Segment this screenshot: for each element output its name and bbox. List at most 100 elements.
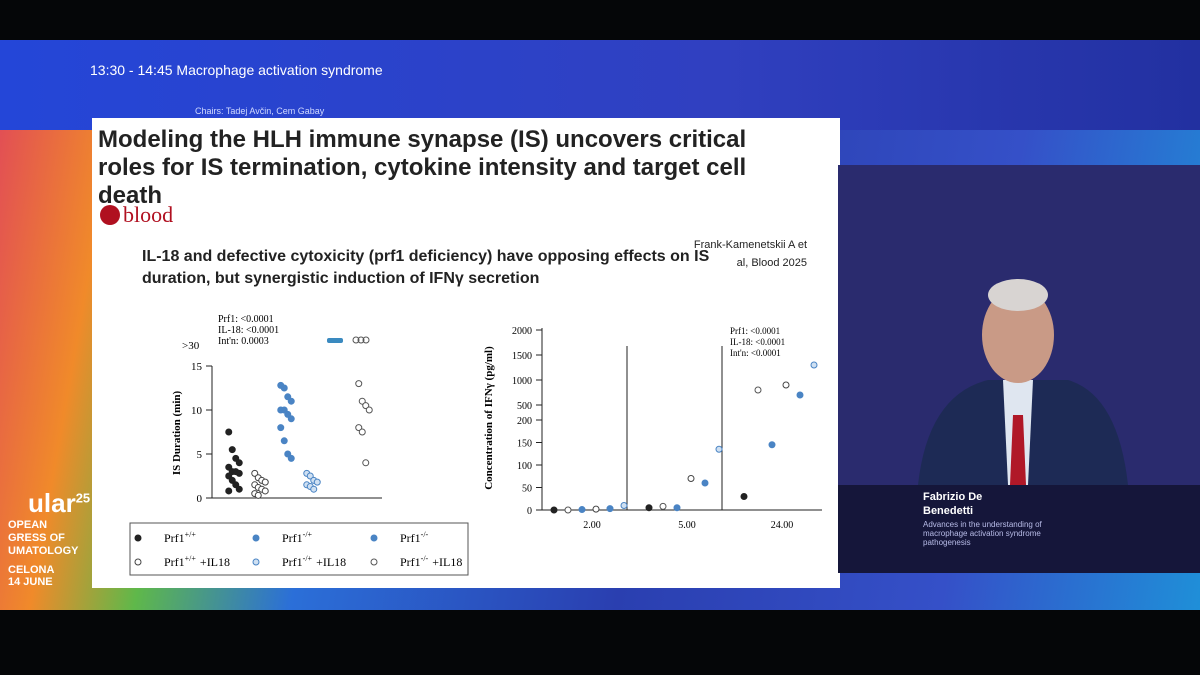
- dot: [228, 476, 236, 484]
- overflow-dot: [357, 336, 365, 344]
- dot: [740, 493, 748, 500]
- event-name-text: ular: [28, 488, 76, 518]
- legend-suffix: +IL18: [432, 555, 462, 569]
- stat: IL-18: <0.0001: [218, 325, 279, 336]
- y-tick-label: 150: [517, 439, 532, 450]
- y-tick-label: 10: [191, 405, 203, 417]
- stat: Prf1: <0.0001: [218, 314, 274, 325]
- dot: [287, 415, 295, 423]
- hair: [988, 279, 1048, 311]
- dot: [225, 428, 233, 436]
- dot: [251, 469, 259, 477]
- dot: [355, 380, 363, 388]
- dot: [284, 393, 292, 401]
- legend-sup: -/-: [421, 530, 429, 539]
- journal-logo: blood: [100, 202, 173, 228]
- dot: [362, 459, 370, 467]
- y-tick-label: 500: [517, 401, 532, 412]
- dot: [659, 502, 667, 510]
- y-tick-label: 1000: [512, 376, 532, 387]
- overflow-bar: [327, 338, 343, 343]
- speaker-name: Fabrizio De Benedetti: [923, 491, 983, 517]
- dot: [687, 475, 695, 482]
- dot: [810, 361, 818, 369]
- tie: [1010, 415, 1026, 485]
- legend-label: Prf1-/-: [400, 530, 429, 545]
- legend: Prf1+/+ Prf1-/+ Prf1-/-Prf1+/+ +IL18 Prf1-/+…: [129, 522, 469, 576]
- dot: [261, 478, 269, 486]
- dot: [232, 454, 240, 462]
- y-tick-label: 1500: [512, 351, 532, 362]
- event-name: ular25: [28, 488, 90, 519]
- event-line: UMATOLOGY: [8, 545, 79, 557]
- head: [982, 287, 1054, 383]
- dot: [754, 386, 762, 394]
- speaker-figure: [838, 165, 1200, 573]
- legend-marker: [134, 534, 142, 542]
- dot: [280, 406, 288, 414]
- event-line: GRESS OF: [8, 532, 65, 544]
- dot: [232, 481, 240, 489]
- x-tick-label: 2.00: [583, 520, 601, 531]
- dot: [225, 487, 233, 495]
- session-title: Macrophage activation syndrome: [176, 62, 383, 78]
- stat: Prf1: <0.0001: [730, 326, 780, 336]
- dot: [564, 506, 572, 514]
- dot: [225, 472, 233, 480]
- session-line: 13:30 - 14:45 Macrophage activation synd…: [90, 62, 383, 78]
- legend-sup: -/+: [303, 554, 313, 563]
- dot: [287, 397, 295, 405]
- speaker-talk: Advances in the understanding of macroph…: [923, 520, 1042, 547]
- legend-marker: [252, 534, 260, 542]
- overflow-dot: [362, 336, 370, 344]
- legend-sup: -/-: [421, 554, 429, 563]
- legend-marker: [134, 558, 142, 566]
- legend-marker: [370, 534, 378, 542]
- dot: [228, 446, 236, 454]
- y-axis-label: Concentration of IFNγ (pg/ml): [483, 346, 495, 490]
- dot: [358, 397, 366, 405]
- dot: [287, 454, 295, 462]
- dot: [313, 478, 321, 486]
- top-label: >30: [182, 340, 200, 352]
- y-tick-label: 0: [527, 506, 532, 517]
- y-tick-label: 0: [197, 493, 203, 505]
- dot: [284, 410, 292, 418]
- legend-sup: +/+: [185, 554, 197, 563]
- y-tick-label: 5: [197, 449, 203, 461]
- dot: [606, 505, 614, 513]
- caption-bg: [838, 485, 1200, 573]
- dot: [550, 506, 558, 514]
- legend-label: Prf1+/+ +IL18: [164, 554, 230, 569]
- dot: [701, 479, 709, 487]
- dot: [284, 450, 292, 458]
- event-block: ular25 OPEAN GRESS OF UMATOLOGY CELONA 14 …: [0, 488, 90, 588]
- event-lines: OPEAN GRESS OF UMATOLOGY: [8, 519, 90, 558]
- event-line: OPEAN: [8, 519, 48, 531]
- session-time: 13:30 - 14:45: [90, 62, 173, 78]
- overflow-dot: [352, 336, 360, 344]
- slide-subtitle: IL-18 and defective cytoxicity (prf1 def…: [142, 248, 710, 287]
- legend-label: Prf1-/+ +IL18: [282, 554, 346, 569]
- legend-suffix: +IL18: [316, 555, 346, 569]
- event-sup: 25: [75, 490, 91, 506]
- legend-base: Prf1: [400, 555, 421, 569]
- dot: [254, 491, 262, 499]
- y-tick-label: 2000: [512, 326, 532, 337]
- x-tick-label: 5.00: [678, 520, 696, 531]
- dot: [261, 487, 269, 495]
- dot: [365, 406, 373, 414]
- dot: [355, 424, 363, 432]
- dot: [796, 391, 804, 399]
- legend-sup: -/+: [303, 530, 313, 539]
- x-tick-label: 24.00: [771, 520, 794, 531]
- legend-label: Prf1+/+: [164, 530, 196, 545]
- stat: IL-18: <0.0001: [730, 337, 785, 347]
- dot: [225, 463, 233, 471]
- dot: [578, 506, 586, 514]
- dot: [715, 445, 723, 453]
- legend-base: Prf1: [282, 531, 303, 545]
- dot: [620, 502, 628, 509]
- journal-name: blood: [123, 202, 174, 227]
- slide-title: Modeling the HLH immune synapse (IS) unc…: [98, 126, 747, 209]
